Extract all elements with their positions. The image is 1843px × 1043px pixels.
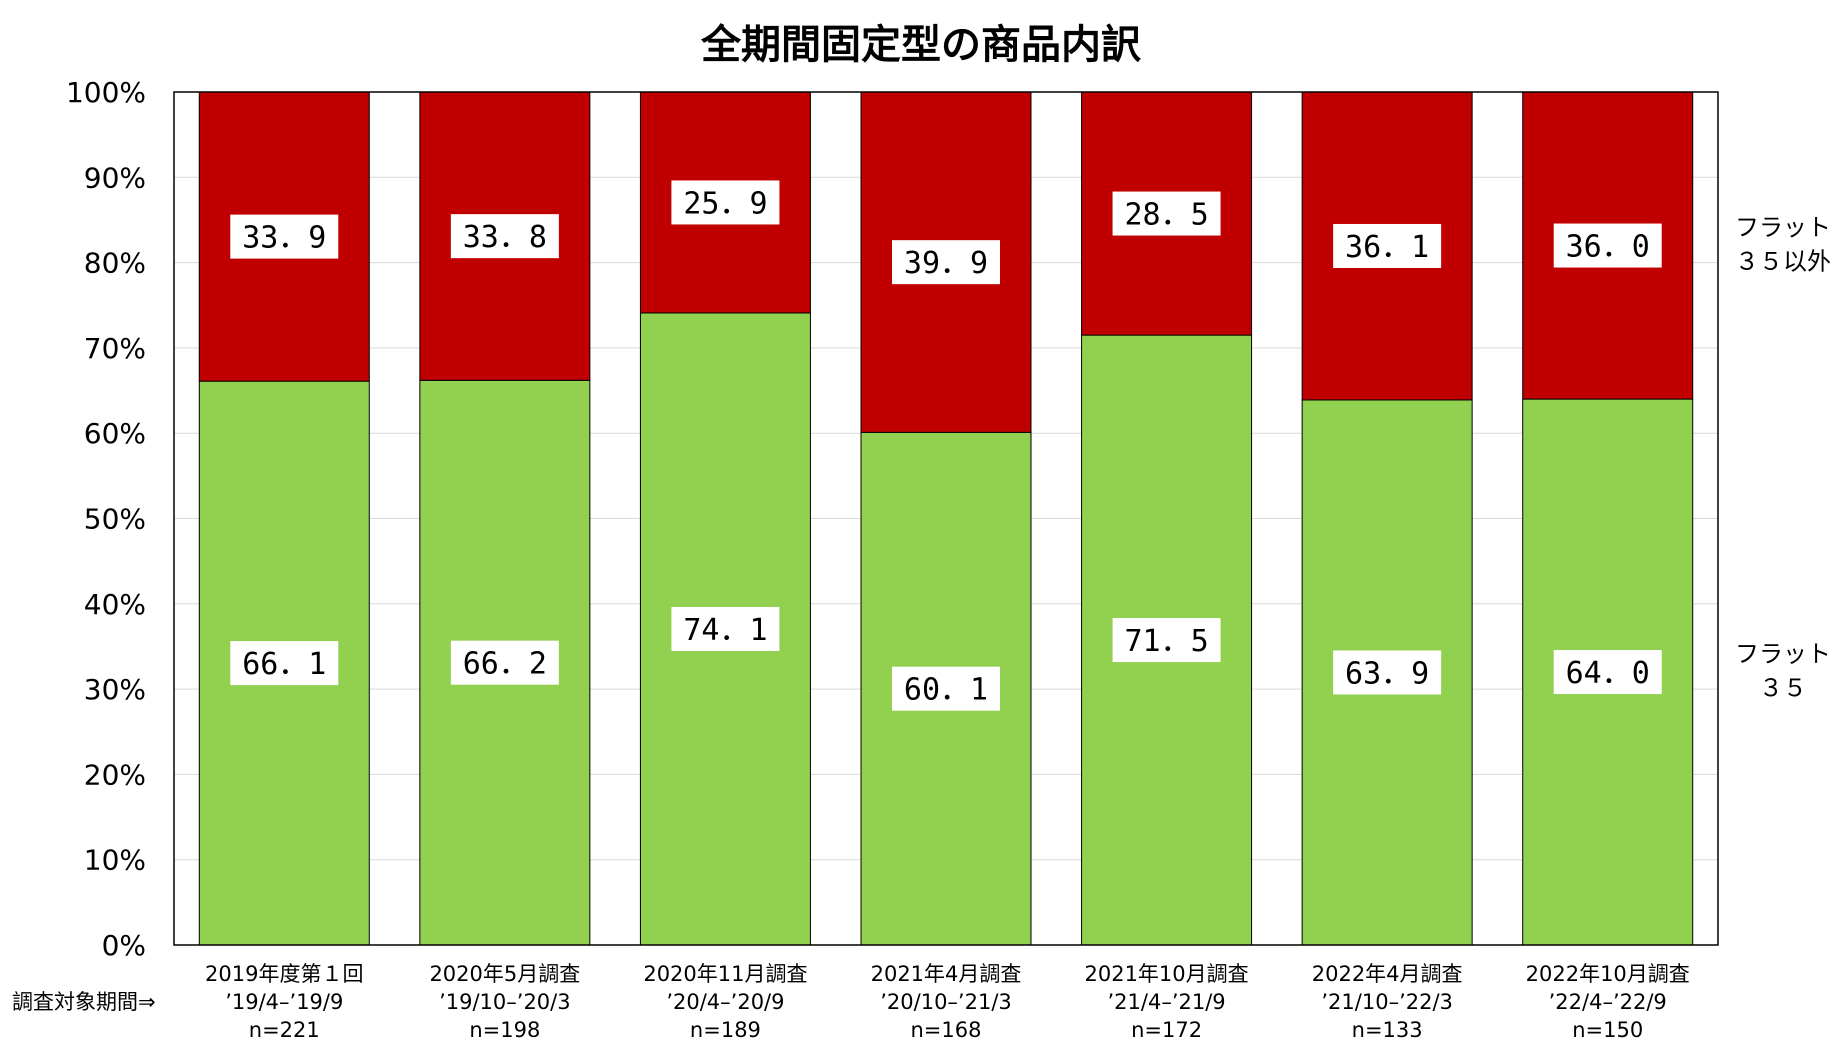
data-label-box [450,640,559,685]
data-label-box [1553,650,1662,695]
chart-title: 全期間固定型の商品内訳 [700,22,1142,68]
y-axis: 0% 10% 20% 30% 40% 50% 60% 70% 80% 90% 100% [66,76,146,962]
x-tick-label: n=221 [249,1018,320,1042]
x-tick-label: n=172 [1131,1018,1202,1042]
data-label-box [671,180,780,225]
x-tick-label: n=168 [911,1018,982,1042]
y-tick-label: 60% [84,417,146,450]
data-label-box [1333,223,1442,268]
x-tick-label: n=150 [1572,1018,1643,1042]
legend-label: フラット [1735,640,1831,668]
data-label: 74．1 [683,613,767,648]
data-label-box [671,606,780,651]
x-tick-label: 2021年4月調査 [871,962,1022,986]
data-label: 36．1 [1345,230,1429,265]
x-tick-label: ’20/10–’21/3 [880,990,1012,1014]
x-tick-label: 2022年10月調査 [1526,962,1690,986]
data-label-box [1333,650,1442,695]
y-tick-label: 70% [84,332,146,365]
y-tick-label: 0% [102,929,146,962]
data-label: 66．1 [242,647,326,682]
x-tick-label: n=133 [1352,1018,1423,1042]
data-label-box [892,240,1000,285]
data-label: 60．1 [904,673,988,708]
y-tick-label: 90% [84,161,146,194]
data-label-box [230,214,339,259]
y-tick-label: 80% [84,247,146,280]
legend-label: ３５ [1759,674,1807,702]
data-label-box [230,641,339,686]
x-tick-label: 2019年度第１回 [205,962,363,986]
x-tick-label: n=189 [690,1018,761,1042]
x-tick-label: ’19/10–’20/3 [439,990,571,1014]
y-tick-label: 20% [84,758,146,791]
data-label: 36．0 [1566,230,1650,265]
period-row-label: 調査対象期間⇒ [12,990,156,1014]
x-tick-label: 2020年5月調査 [429,962,580,986]
data-label-box [450,214,559,259]
y-tick-label: 10% [84,844,146,877]
plot-frame [173,91,1719,946]
x-tick-label: 2020年11月調査 [643,962,807,986]
x-tick-label: ’20/4–’20/9 [666,990,784,1014]
legend-label: フラット [1735,214,1831,242]
data-label-box [1112,191,1221,236]
y-tick-label: 40% [84,588,146,621]
data-label: 66．2 [463,647,547,682]
y-tick-label: 100% [66,76,146,109]
y-tick-label: 50% [84,503,146,536]
data-label: 71．5 [1124,624,1208,659]
x-tick-label: ’19/4–’19/9 [225,990,343,1014]
x-tick-label: ’21/4–’21/9 [1107,990,1225,1014]
data-label-box [1112,618,1221,663]
x-tick-label: ’22/4–’22/9 [1549,990,1667,1014]
data-label: 63．9 [1345,656,1429,691]
data-label: 33．9 [242,221,326,256]
x-tick-label: 2021年10月調査 [1084,962,1248,986]
legend: フラット ３５ フラット ３５以外 [1735,214,1831,702]
data-label-box [1553,223,1662,268]
legend-label: ３５以外 [1735,248,1831,276]
data-label: 39．9 [904,246,988,281]
x-tick-label: 2022年4月調査 [1312,962,1463,986]
x-tick-label: n=198 [469,1018,540,1042]
data-label: 64．0 [1566,656,1650,691]
x-tick-label: ’21/10–’22/3 [1321,990,1453,1014]
bars [198,91,1694,946]
data-labels: 66．1 33．9 66．2 33．8 74．1 25．9 60．1 39．9 71．5 28．5… [230,180,1662,711]
data-label: 33．8 [463,220,547,255]
data-label-box [892,666,1000,711]
y-tick-label: 30% [84,673,146,706]
data-label: 28．5 [1124,198,1208,233]
x-axis: 2019年度第１回 ’19/4–’19/9 n=221 2020年5月調査 ’19/10… [173,91,1719,1042]
data-label: 25．9 [683,186,767,221]
